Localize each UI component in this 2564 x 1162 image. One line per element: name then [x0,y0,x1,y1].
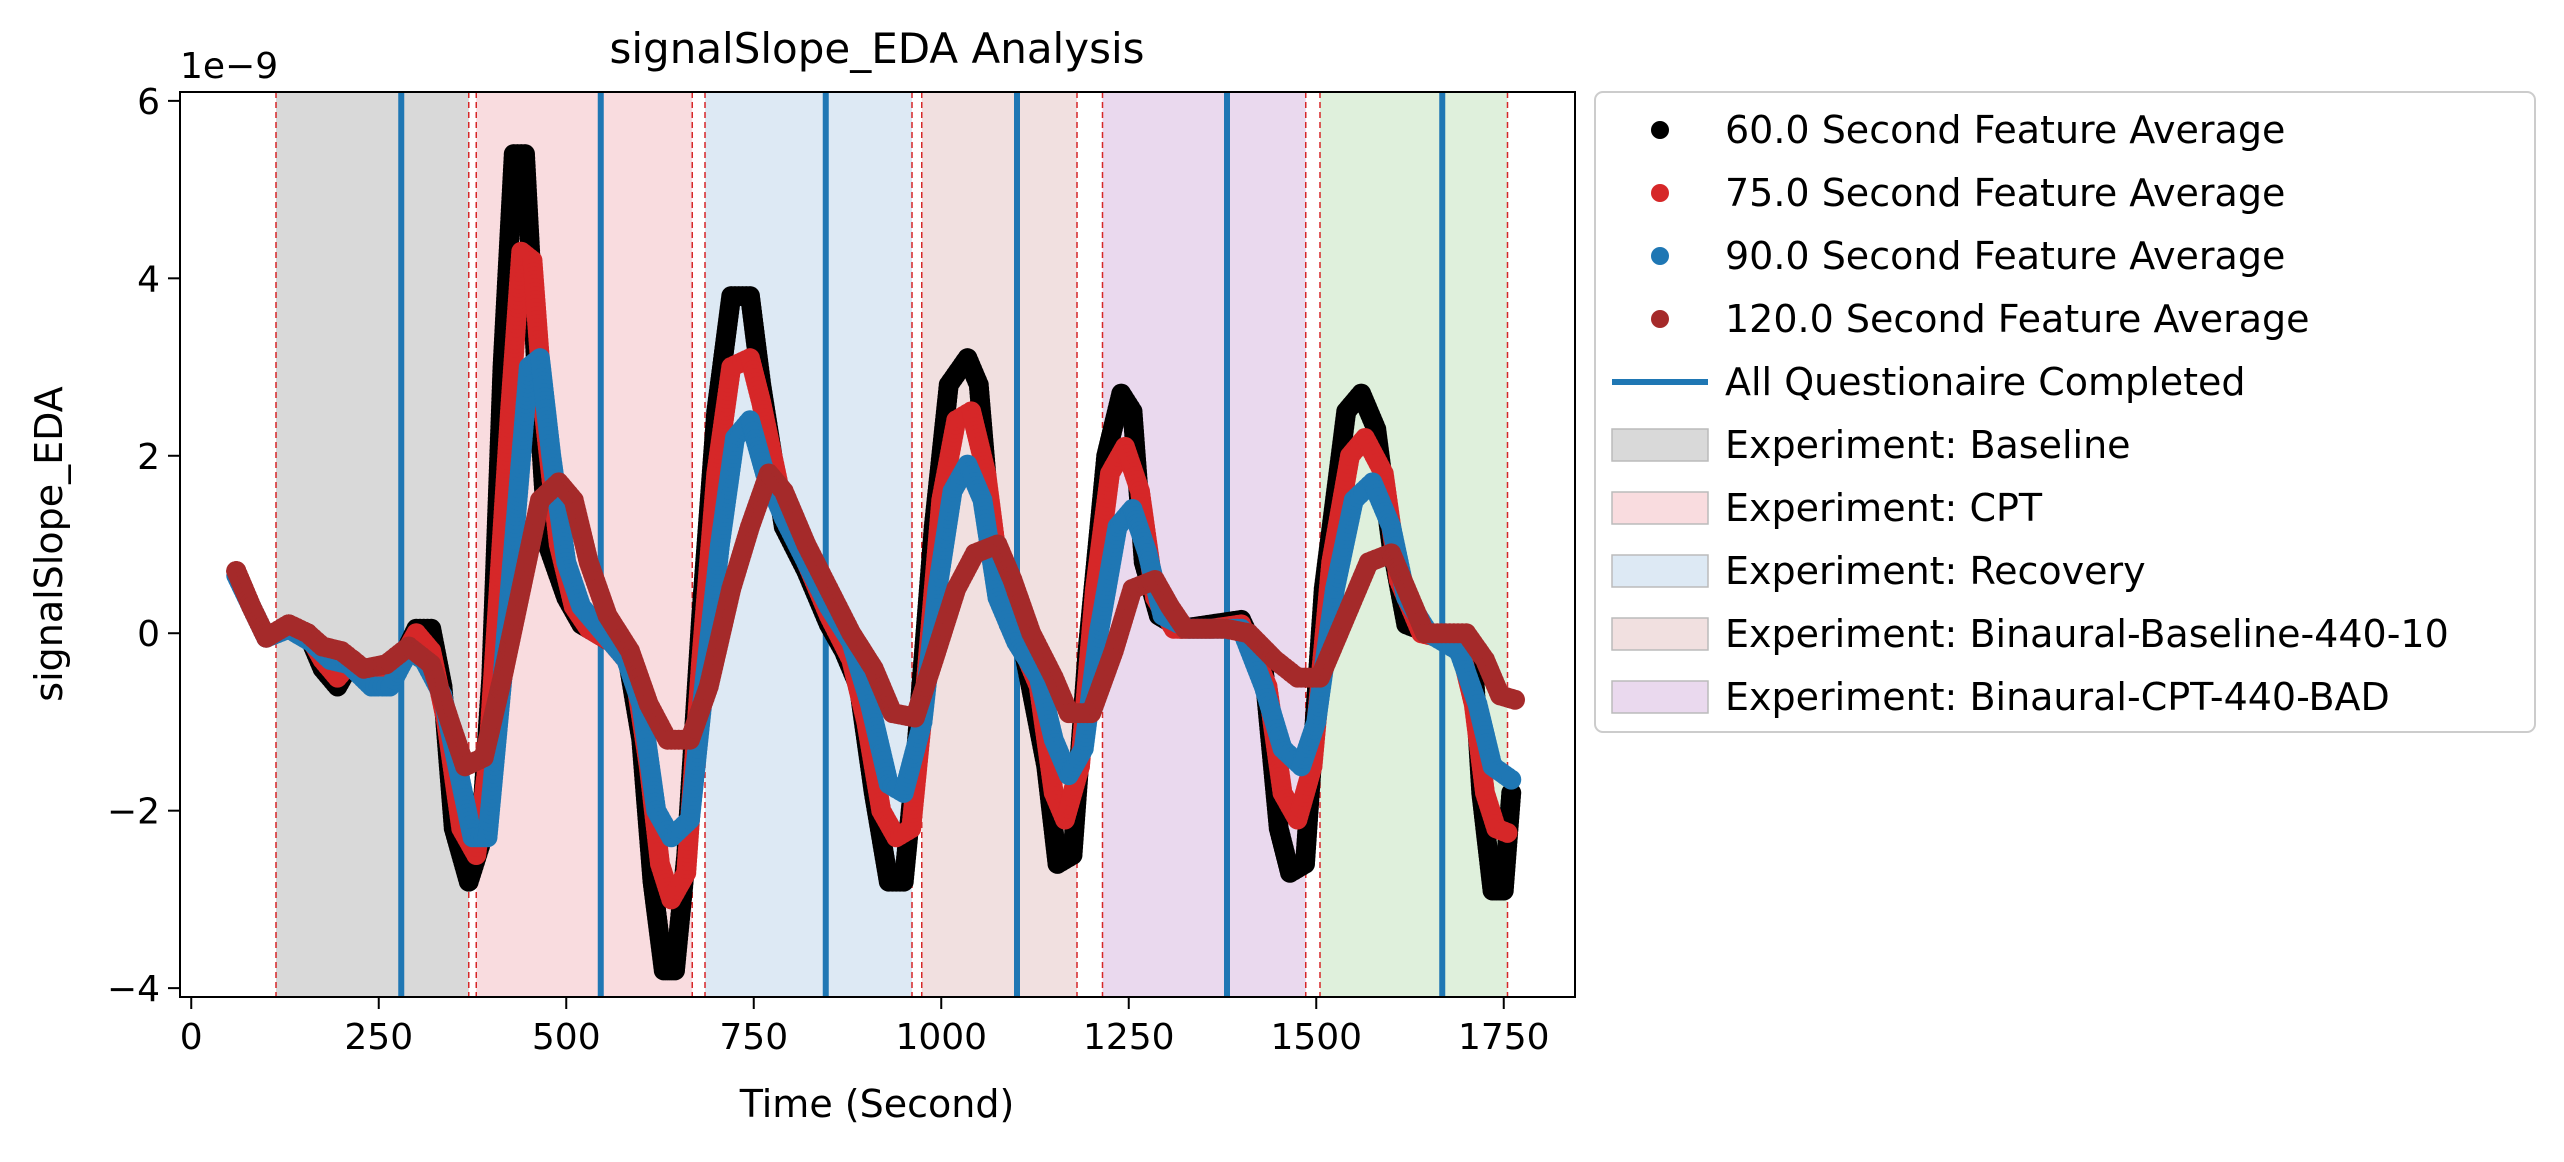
legend-label: 60.0 Second Feature Average [1725,108,2285,152]
data-point [1497,822,1518,843]
legend-label: Experiment: Baseline [1725,423,2131,467]
y-tick-label: 2 [137,437,160,478]
data-point [1501,769,1522,790]
legend-entry-2: 90.0 Second Feature Average [1651,234,2285,278]
chart-title: signalSlope_EDA Analysis [609,24,1144,73]
legend-marker [1651,184,1669,202]
questionnaire-lines [398,92,1446,997]
legend-entry-0: 60.0 Second Feature Average [1651,108,2285,152]
series-3 [226,463,1525,777]
x-tick-label: 1000 [895,1017,987,1058]
y-tick-label: 0 [137,614,160,655]
legend-label: 75.0 Second Feature Average [1725,171,2285,215]
legend-frame [1594,91,2536,733]
legend-label: Experiment: Binaural-Baseline-440-10 [1725,612,2449,656]
y-tick-label: −4 [107,969,160,1010]
legend-marker [1651,247,1669,265]
y-tick-label: 6 [137,82,160,123]
y-tick-label: 4 [137,259,160,300]
legend-patch [1611,680,1709,714]
legend-label: 120.0 Second Feature Average [1725,297,2310,341]
legend-entry-9: Experiment: Binaural-CPT-440-BAD [1611,675,2390,719]
plot-frame [179,91,1576,998]
legend-entry-1: 75.0 Second Feature Average [1651,171,2285,215]
legend-patch [1611,554,1709,588]
x-tick-label: 1500 [1270,1017,1362,1058]
legend-marker [1651,310,1669,328]
y-tick-label: −2 [107,792,160,833]
legend-entry-7: Experiment: Recovery [1611,549,2146,593]
data-point [1505,689,1525,710]
x-axis-label: Time (Second) [739,1082,1015,1126]
legend-entry-8: Experiment: Binaural-Baseline-440-10 [1611,612,2449,656]
x-tick-label: 1250 [1083,1017,1175,1058]
legend-patch [1611,491,1709,525]
legend-entry-5: Experiment: Baseline [1611,423,2131,467]
legend-patch [1611,428,1709,462]
y-offset-text: 1e−9 [180,46,278,87]
x-axis-ticks: 0 250 500 750 1000 1250 1500 1750 [180,997,1550,1058]
legend-patch [1611,617,1709,651]
shaded-region-0 [276,92,469,997]
legend-label: All Questionaire Completed [1725,360,2246,404]
x-tick-label: 250 [344,1017,413,1058]
series-layer [226,144,1525,981]
legend-label: Experiment: CPT [1725,486,2043,530]
x-tick-label: 500 [532,1017,601,1058]
x-tick-label: 750 [719,1017,788,1058]
legend-label: Experiment: Recovery [1725,549,2146,593]
legend-entry-3: 120.0 Second Feature Average [1651,297,2310,341]
legend-label: 90.0 Second Feature Average [1725,234,2285,278]
legend-entry-6: Experiment: CPT [1611,486,2043,530]
legend-marker [1651,121,1669,139]
x-tick-label: 0 [180,1017,203,1058]
y-axis-ticks: −4 −2 0 2 4 6 [107,82,180,1010]
y-axis-label: signalSlope_EDA [27,386,71,701]
x-tick-label: 1750 [1458,1017,1550,1058]
legend: 60.0 Second Feature Average 75.0 Second F… [1594,91,2536,733]
legend-label: Experiment: Binaural-CPT-440-BAD [1725,675,2390,719]
legend-entry-4: All Questionaire Completed [1612,360,2246,404]
